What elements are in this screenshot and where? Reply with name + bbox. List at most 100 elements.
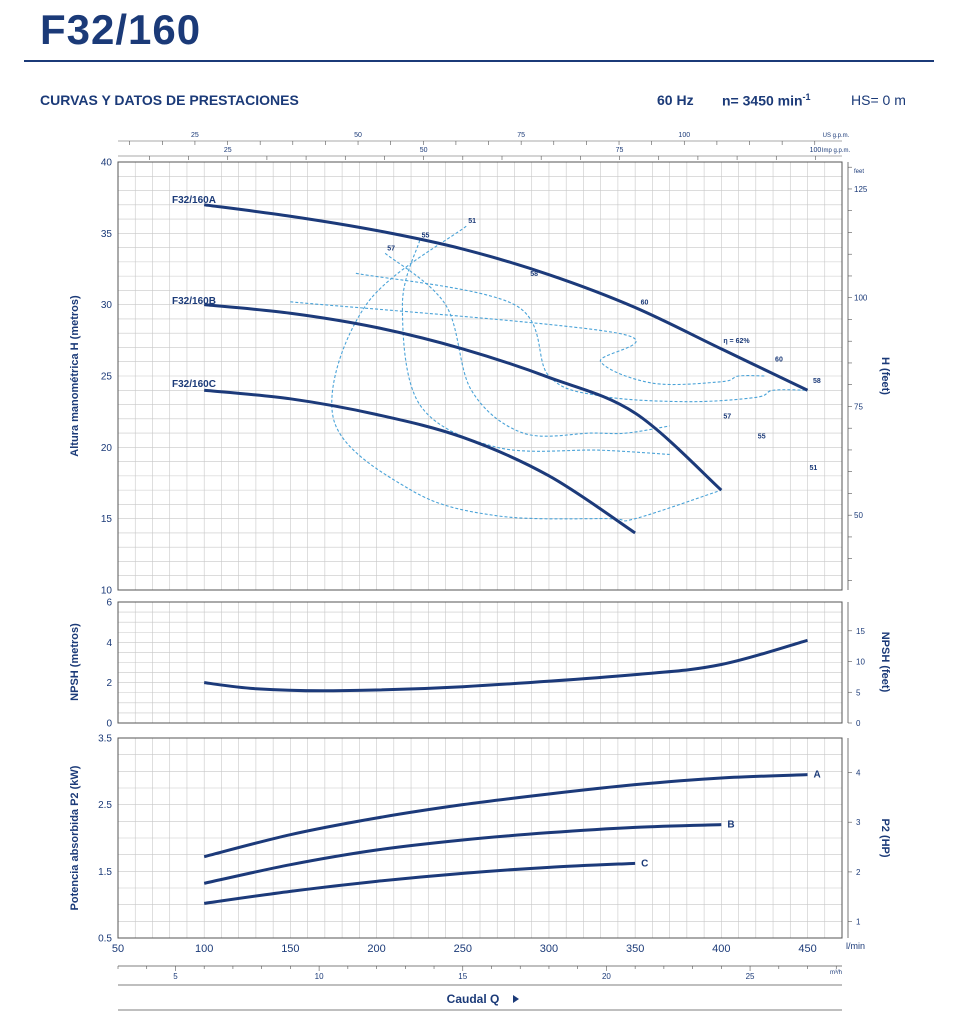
efficiency-contour-58 xyxy=(355,272,808,403)
power-curve-C xyxy=(203,861,636,905)
right-axis-label: 50 xyxy=(854,511,863,520)
frequency-label: 60 Hz xyxy=(657,92,694,108)
top-axis-us-label: 75 xyxy=(517,132,525,139)
caudal-label: Caudal Q xyxy=(447,992,500,1006)
y-tick-label: 10 xyxy=(101,586,113,597)
power-curve-label: C xyxy=(641,858,648,869)
panel-frame xyxy=(117,737,843,939)
caudal-arrow-icon xyxy=(513,995,519,1003)
title-rule xyxy=(24,60,934,62)
efficiency-contour-51 xyxy=(331,225,722,522)
m3h-axis-unit: m³/h xyxy=(830,970,842,976)
y-tick-label: 30 xyxy=(101,300,113,311)
y-tick-label: 1.5 xyxy=(98,867,112,878)
power-curve-A xyxy=(203,773,808,859)
panel-frame xyxy=(117,161,843,591)
right-axis-label: 15 xyxy=(856,627,865,636)
right-axis-label: 100 xyxy=(854,294,868,303)
y-tick-label: 2 xyxy=(106,678,112,689)
y-tick-label: 6 xyxy=(106,598,112,609)
y-tick-label: 2.5 xyxy=(98,800,112,811)
y-tick-label: 20 xyxy=(101,443,113,454)
speed-exponent: -1 xyxy=(802,92,811,102)
right-axis-label: 4 xyxy=(856,768,861,777)
speed-value: n= 3450 min xyxy=(722,92,803,109)
top-axis-imp-label: 50 xyxy=(420,147,428,154)
suction-height-label: HS= 0 m xyxy=(851,92,906,108)
head-curve-label: F32/160B xyxy=(172,296,216,307)
right-axis-label: 0 xyxy=(856,719,861,728)
head-right-axis-title: H (feet) xyxy=(879,357,891,395)
right-axis-label: 1 xyxy=(856,918,861,927)
y-tick-label: 35 xyxy=(101,229,113,240)
y-tick-label: 3.5 xyxy=(98,734,112,745)
right-axis-label: 75 xyxy=(854,402,863,411)
efficiency-label: 57 xyxy=(387,245,395,252)
top-axis-imp-label: 100 xyxy=(810,147,822,154)
efficiency-label: 51 xyxy=(810,465,818,472)
efficiency-label: 55 xyxy=(422,232,430,239)
head-curve-label: F32/160A xyxy=(172,195,216,206)
m3h-tick-label: 15 xyxy=(458,972,467,981)
x-tick-label: 400 xyxy=(712,943,730,955)
x-tick-label: 50 xyxy=(112,943,124,955)
model-title: F32/160 xyxy=(40,6,202,53)
power-curve-label: B xyxy=(727,820,734,831)
top-axis-us-label: 25 xyxy=(191,132,199,139)
x-tick-label: 450 xyxy=(798,943,816,955)
top-axis-us-unit: US g.p.m. xyxy=(823,133,850,139)
section-title: CURVAS Y DATOS DE PRESTACIONES xyxy=(40,92,299,108)
speed-label: n= 3450 min-1 xyxy=(722,92,811,109)
y-tick-label: 0 xyxy=(106,719,112,730)
right-axis-label: 10 xyxy=(856,658,865,667)
efficiency-label: 58 xyxy=(530,271,538,278)
x-tick-label: 200 xyxy=(367,943,385,955)
head-curve-label: F32/160C xyxy=(172,379,216,390)
right-axis-label: 5 xyxy=(856,688,861,697)
efficiency-label: 51 xyxy=(468,218,476,225)
power-y-axis-title: Potencia absorbida P2 (kW) xyxy=(69,765,81,910)
power-right-axis-title: P2 (HP) xyxy=(879,818,891,857)
efficiency-label: 58 xyxy=(813,378,821,385)
efficiency-label: 60 xyxy=(775,357,783,364)
efficiency-contour-55 xyxy=(401,240,670,456)
head-curve-F32/160A xyxy=(203,203,809,392)
efficiency-label: 60 xyxy=(641,300,649,307)
top-axis-us-label: 100 xyxy=(678,132,690,139)
npsh-curve xyxy=(204,638,808,693)
right-axis-label: 2 xyxy=(856,868,861,877)
y-tick-label: 4 xyxy=(106,638,112,649)
m3h-tick-label: 20 xyxy=(602,972,611,981)
head-curve-F32/160B xyxy=(204,303,723,492)
y-tick-label: 40 xyxy=(101,158,113,169)
top-axis-imp-unit: Imp g.p.m. xyxy=(822,148,851,154)
head-curve-F32/160C xyxy=(204,388,636,535)
m3h-tick-label: 25 xyxy=(746,972,755,981)
m3h-tick-label: 10 xyxy=(315,972,324,981)
power-curve-label: A xyxy=(814,770,821,781)
right-axis-label: 3 xyxy=(856,818,861,827)
efficiency-label: η = 62% xyxy=(723,338,750,345)
x-tick-label: 150 xyxy=(281,943,299,955)
panel-frame xyxy=(117,601,843,724)
top-axis-imp-label: 75 xyxy=(616,147,624,154)
x-tick-label: 350 xyxy=(626,943,644,955)
x-axis-unit: l/min xyxy=(846,941,865,951)
m3h-tick-label: 5 xyxy=(173,972,178,981)
y-tick-label: 15 xyxy=(101,514,113,525)
x-tick-label: 250 xyxy=(454,943,472,955)
efficiency-label: 55 xyxy=(758,434,766,441)
power-curve-B xyxy=(203,823,722,885)
head-y-axis-title: Altura manométrica H (metros) xyxy=(69,295,81,457)
y-tick-label: 0.5 xyxy=(98,934,112,945)
npsh-right-axis-title: NPSH (feet) xyxy=(879,632,891,693)
right-axis-unit: feet xyxy=(854,169,864,175)
x-tick-label: 100 xyxy=(195,943,213,955)
efficiency-contour-60 xyxy=(290,301,765,386)
x-tick-label: 300 xyxy=(540,943,558,955)
efficiency-contour-57 xyxy=(384,252,670,437)
npsh-y-axis-title: NPSH (metros) xyxy=(69,623,81,701)
right-axis-label: 125 xyxy=(854,185,868,194)
top-axis-imp-label: 25 xyxy=(224,147,232,154)
